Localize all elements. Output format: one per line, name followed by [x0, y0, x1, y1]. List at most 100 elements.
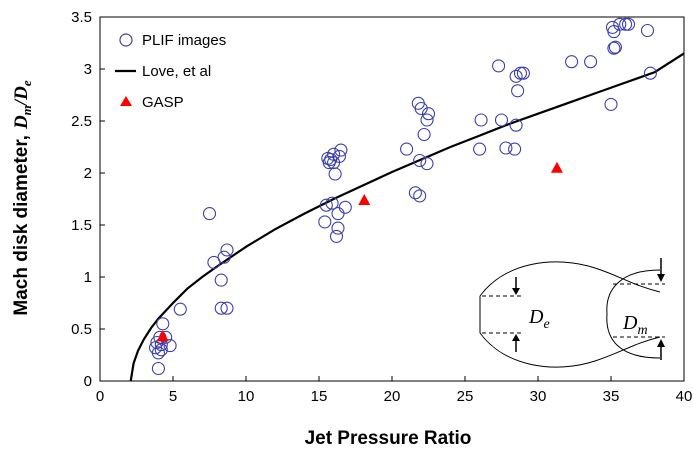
- plif-point: [509, 69, 523, 83]
- plif-point: [420, 113, 434, 127]
- plif-point: [509, 118, 523, 132]
- plif-point: [413, 153, 427, 168]
- x-tick-label: 10: [238, 388, 255, 405]
- y-tick-label: 3.5: [71, 9, 92, 26]
- mach-disk-schematic: De Dm: [479, 258, 665, 368]
- plif-point: [327, 147, 341, 161]
- plif-point: [608, 40, 622, 54]
- schematic-upper-outline: [479, 261, 661, 297]
- plif-point: [565, 55, 579, 69]
- y-axis-title-symbol: D: [11, 115, 32, 130]
- y-axis-title-symbol-2: D: [11, 86, 32, 101]
- x-axis-title: Jet Pressure Ratio: [305, 428, 472, 449]
- plif-point: [516, 66, 530, 80]
- plif-point: [513, 66, 528, 80]
- plif-point: [163, 339, 177, 353]
- x-tick-label: 25: [457, 388, 474, 405]
- schematic-label-de-sub: e: [543, 317, 549, 332]
- x-tick-label: 20: [384, 388, 401, 405]
- plif-point: [331, 221, 345, 235]
- plif-point: [604, 97, 618, 111]
- y-axis-title-sub-e: e: [19, 80, 34, 86]
- plif-point: [156, 317, 170, 331]
- legend-label-gasp: GASP: [142, 94, 184, 111]
- plif-point: [173, 302, 187, 316]
- plif-point: [473, 142, 487, 156]
- plif-point: [220, 301, 234, 315]
- legend-label-love: Love, et al: [142, 63, 211, 80]
- schematic-label-dm-sub: m: [637, 323, 647, 338]
- legend-marker-plif: [119, 33, 133, 47]
- schematic-dm-arrowhead-down: [657, 274, 665, 282]
- y-tick-label: 2.5: [71, 113, 92, 130]
- schematic-label-de: De: [528, 306, 550, 332]
- y-tick-label: 1: [84, 269, 92, 286]
- schematic-barrel-shock: [606, 269, 661, 359]
- plif-point: [511, 84, 525, 98]
- plif-point: [328, 167, 342, 181]
- plif-point: [318, 215, 332, 229]
- plif-point: [334, 143, 348, 157]
- plif-point: [499, 141, 513, 155]
- love-et-al-curve: [129, 52, 685, 382]
- plif-point: [154, 343, 168, 357]
- x-axis-ticks: 0 5 10 15 20 25 30 35 40: [96, 376, 693, 405]
- gasp-point: [358, 194, 371, 206]
- gasp-point: [156, 330, 169, 342]
- plif-point: [400, 142, 414, 156]
- plif-point: [214, 273, 228, 287]
- plif-point: [217, 250, 231, 264]
- plif-point: [325, 196, 339, 210]
- schematic-label-de-main: D: [528, 306, 544, 328]
- y-axis-title-text: Mach disk diameter,: [11, 135, 32, 316]
- x-tick-label: 35: [603, 388, 620, 405]
- y-tick-label: 1.5: [71, 217, 92, 234]
- plif-point: [214, 301, 228, 315]
- schematic-label-dm: Dm: [622, 312, 648, 338]
- plif-point: [331, 207, 345, 221]
- plif-point: [621, 17, 636, 31]
- plif-point: [151, 361, 165, 376]
- plif-point: [329, 229, 344, 243]
- y-axis-title-sub-m: m: [19, 105, 34, 115]
- plif-point: [619, 17, 633, 31]
- y-axis-ticks: 0 0.5 1 1.5 2 2.5 3 3.5: [71, 9, 105, 390]
- plif-point: [319, 198, 333, 212]
- plif-point: [151, 346, 165, 360]
- plif-point: [332, 149, 346, 163]
- legend: PLIF images Love, et al GASP: [115, 32, 226, 111]
- plif-point: [220, 243, 234, 257]
- y-tick-label: 2: [84, 165, 92, 182]
- y-axis-title: Mach disk diameter,Dm/De: [11, 80, 34, 315]
- plif-point: [508, 142, 522, 156]
- plif-point: [607, 41, 621, 55]
- schematic-label-dm-main: D: [622, 312, 638, 334]
- plif-point: [474, 113, 488, 127]
- plif-point: [607, 25, 621, 39]
- x-tick-label: 30: [530, 388, 547, 405]
- schematic-lower-outline: [479, 332, 661, 368]
- schematic-de-arrowhead-down: [512, 288, 520, 295]
- plif-point: [414, 101, 428, 116]
- plif-point: [640, 23, 655, 38]
- y-tick-label: 3: [84, 61, 92, 78]
- schematic-de-arrowhead-up: [512, 334, 520, 341]
- plif-point: [408, 186, 422, 200]
- legend-marker-gasp: [120, 96, 132, 106]
- plif-point: [584, 55, 598, 69]
- x-tick-label: 15: [311, 388, 328, 405]
- plif-point: [413, 189, 427, 203]
- x-tick-label: 5: [169, 388, 177, 405]
- plif-point: [420, 157, 434, 171]
- plif-point: [492, 59, 506, 73]
- plif-point: [613, 17, 627, 31]
- y-tick-label: 0: [84, 373, 92, 390]
- plif-point: [338, 200, 352, 214]
- plif-point: [421, 107, 436, 121]
- plif-point: [207, 255, 221, 269]
- gasp-point: [550, 161, 563, 173]
- plif-point: [494, 113, 509, 127]
- schematic-dm-arrowhead-up: [657, 339, 665, 347]
- x-tick-label: 40: [676, 388, 693, 405]
